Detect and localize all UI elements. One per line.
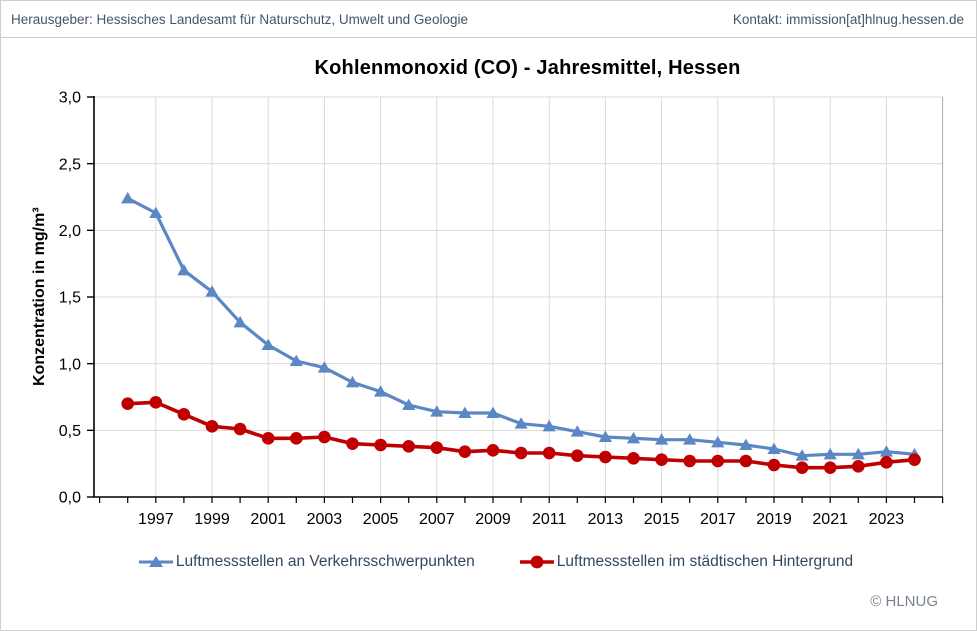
header-bar: Herausgeber: Hessisches Landesamt für Na… [1, 1, 976, 38]
legend-label-background: Luftmessstellen im städtischen Hintergru… [556, 553, 854, 570]
svg-text:2003: 2003 [307, 511, 343, 528]
svg-text:2015: 2015 [644, 511, 680, 528]
svg-text:2,0: 2,0 [59, 223, 81, 240]
triangle-series-marker-icon [138, 556, 173, 567]
chart-title: Kohlenmonoxid (CO) - Jahresmittel, Hesse… [314, 57, 741, 79]
svg-text:2011: 2011 [532, 511, 567, 528]
svg-text:0,0: 0,0 [59, 490, 81, 507]
copyright-text: © HLNUG [870, 593, 938, 610]
legend-label-traffic: Luftmessstellen an Verkehrsschwerpunkten [175, 553, 475, 570]
svg-text:0,5: 0,5 [59, 423, 81, 440]
svg-text:2019: 2019 [756, 511, 792, 528]
svg-text:1997: 1997 [138, 511, 174, 528]
series-background [121, 396, 921, 474]
chart-legend: Luftmessstellen an Verkehrsschwerpunkten… [1, 553, 976, 571]
series-traffic [121, 191, 922, 461]
co-line-chart: 0,0 0,5 1,0 1,5 2,0 2,5 3,0 1997 1999 2001 2003 200… [59, 90, 944, 528]
legend-item-background: Luftmessstellen im städtischen Hintergru… [519, 553, 853, 571]
publisher-text: Herausgeber: Hessisches Landesamt für Na… [11, 11, 468, 27]
contact-text: Kontakt: immission[at]hlnug.hessen.de [732, 11, 964, 27]
y-gridlines [94, 96, 943, 431]
svg-text:2005: 2005 [363, 511, 399, 528]
svg-text:2,5: 2,5 [59, 156, 81, 173]
circle-series-marker-icon [519, 555, 554, 569]
svg-text:3,0: 3,0 [59, 90, 81, 107]
svg-text:2009: 2009 [475, 511, 511, 528]
legend-item-traffic: Luftmessstellen an Verkehrsschwerpunkten [138, 553, 475, 571]
svg-text:2023: 2023 [869, 511, 905, 528]
svg-text:2017: 2017 [700, 511, 736, 528]
y-axis-ticks-labels: 0,0 0,5 1,0 1,5 2,0 2,5 3,0 [59, 90, 94, 507]
svg-text:2001: 2001 [250, 511, 286, 528]
svg-text:2013: 2013 [588, 511, 624, 528]
svg-text:2021: 2021 [812, 511, 848, 528]
svg-text:1999: 1999 [194, 511, 230, 528]
svg-text:1,5: 1,5 [59, 290, 81, 307]
x-axis-ticks-labels: 1997 1999 2001 2003 2005 2007 2009 2011 2013 2015… [98, 497, 944, 528]
svg-text:2007: 2007 [419, 511, 455, 528]
svg-text:1,0: 1,0 [59, 356, 81, 373]
